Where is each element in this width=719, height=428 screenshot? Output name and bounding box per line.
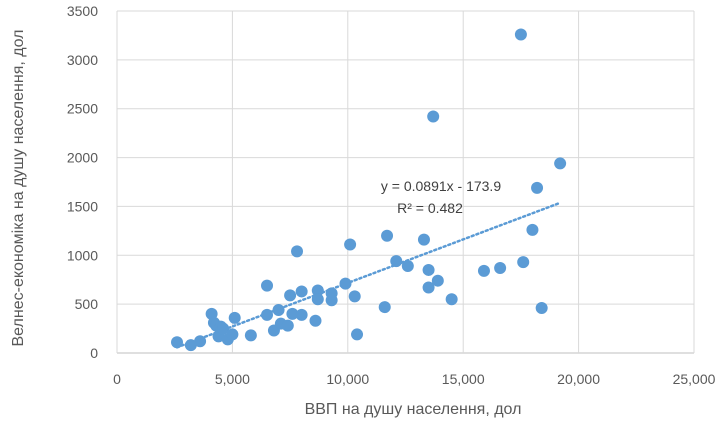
data-point: [286, 307, 299, 320]
data-point: [184, 339, 197, 352]
data-point: [531, 181, 544, 194]
x-tick-label: 15,000: [442, 371, 485, 387]
data-point: [535, 302, 548, 315]
y-tick-label: 500: [75, 296, 99, 312]
data-point: [281, 319, 294, 332]
data-point: [309, 314, 322, 327]
data-point: [431, 274, 444, 287]
data-point: [261, 308, 274, 321]
data-point: [477, 264, 490, 277]
y-tick-label: 2500: [67, 101, 98, 117]
y-tick-label: 0: [90, 345, 98, 361]
y-tick-label: 3500: [67, 3, 98, 19]
data-point: [422, 263, 435, 276]
y-tick-label: 2000: [67, 150, 98, 166]
data-point: [554, 157, 567, 170]
data-point: [351, 328, 364, 341]
data-point: [381, 229, 394, 242]
data-point: [417, 233, 430, 246]
x-axis-title: ВВП на душу населення, дол: [305, 401, 522, 418]
trendline-equation-label: y = 0.0891x - 173.9: [381, 178, 501, 194]
data-point: [401, 260, 414, 273]
data-point: [427, 110, 440, 123]
y-tick-label: 1000: [67, 247, 98, 263]
data-point: [194, 335, 207, 348]
y-axis-title: Велнес-економіка на душу населення, дол: [10, 30, 27, 347]
data-point: [244, 329, 257, 342]
x-tick-label: 5,000: [215, 371, 250, 387]
data-point: [284, 289, 297, 302]
data-point: [171, 336, 184, 349]
data-point: [344, 238, 357, 251]
trendline: [175, 201, 562, 349]
data-point: [291, 245, 304, 258]
data-point: [311, 284, 324, 297]
data-point: [325, 287, 338, 300]
y-tick-label: 3000: [67, 52, 98, 68]
x-tick-label: 0: [113, 371, 121, 387]
data-point: [390, 255, 403, 268]
data-point: [272, 304, 285, 317]
data-point: [295, 285, 308, 298]
data-point: [339, 277, 352, 290]
data-point: [228, 311, 241, 324]
x-tick-label: 20,000: [557, 371, 600, 387]
data-point: [261, 279, 274, 292]
data-point: [445, 293, 458, 306]
trendline-r2-label: R² = 0.482: [397, 200, 463, 216]
data-point: [217, 322, 230, 335]
data-point: [514, 28, 527, 41]
grid-layer: [116, 10, 695, 354]
trendline-layer: [175, 201, 562, 349]
data-point: [226, 328, 239, 341]
data-point: [517, 256, 530, 269]
data-point: [526, 223, 539, 236]
data-point: [348, 290, 361, 303]
data-point: [295, 308, 308, 321]
data-point: [311, 293, 324, 306]
x-tick-label: 25,000: [673, 371, 716, 387]
points-layer: [171, 28, 567, 352]
data-point: [422, 281, 435, 294]
y-tick-label: 1500: [67, 198, 98, 214]
tick-labels-layer: 0 500 1000 1500 2000 2500 3000 3500 0 5,000 10,000…: [67, 3, 716, 387]
data-point: [494, 261, 507, 274]
data-point: [378, 301, 391, 314]
x-tick-label: 10,000: [326, 371, 369, 387]
